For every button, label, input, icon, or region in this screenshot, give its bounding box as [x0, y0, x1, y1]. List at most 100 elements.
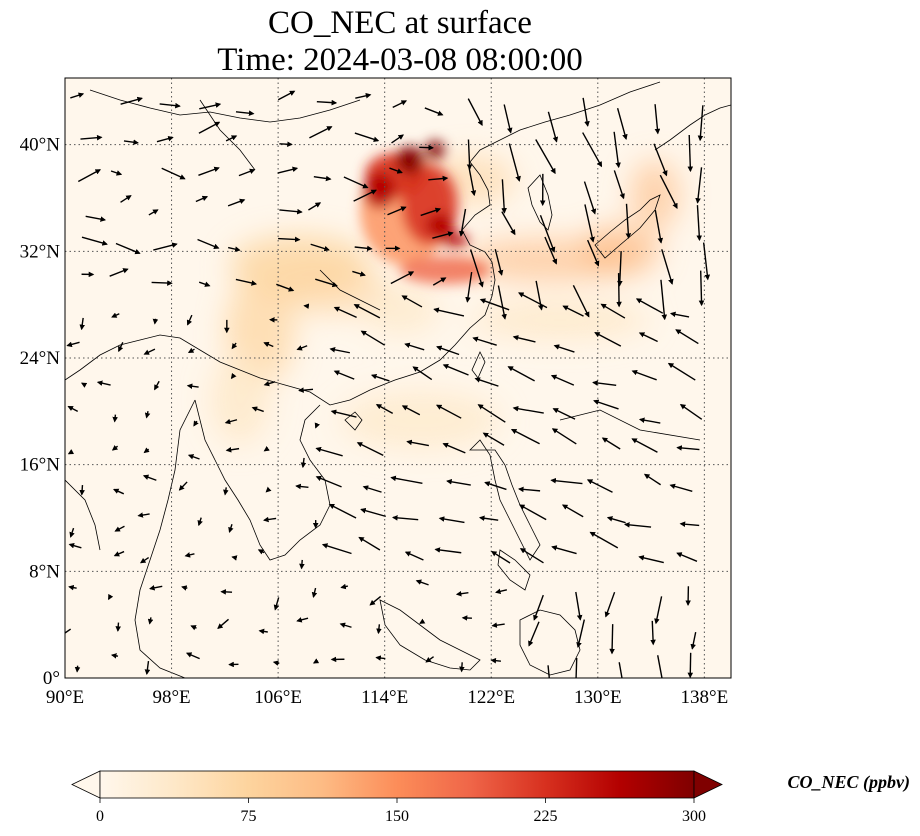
wind-arrow	[181, 585, 188, 591]
latitude-tick-labels: 0° 8°N 16°N 24°N 32°N 40°N	[20, 135, 61, 689]
wind-arrow	[687, 134, 694, 173]
wind-arrow	[401, 295, 423, 308]
wind-arrow	[638, 555, 664, 564]
wind-arrow	[238, 168, 256, 177]
wind-arrow	[362, 485, 382, 493]
wind-arrow	[387, 206, 407, 216]
wind-arrow	[224, 418, 238, 425]
wind-arrow	[654, 210, 664, 244]
wind-arrow	[613, 170, 625, 200]
wind-arrow	[618, 662, 623, 678]
wind-arrow	[276, 283, 295, 292]
wind-arrow	[675, 329, 699, 345]
wind-arrow	[296, 345, 308, 351]
wind-vectors	[65, 90, 711, 678]
wind-arrow	[420, 207, 442, 217]
wind-arrow	[442, 364, 469, 376]
wind-arrow	[434, 547, 462, 554]
colorbar-label: CO_NEC (ppbv)	[788, 772, 911, 793]
wind-arrow	[669, 483, 693, 493]
wind-arrow	[404, 342, 425, 351]
wind-arrow	[149, 585, 163, 591]
wind-arrow	[353, 304, 381, 319]
wind-arrow	[139, 557, 150, 564]
wind-arrow	[142, 474, 157, 481]
colorbar: 0 75 150 225 300 CO_NEC (ppbv)	[71, 770, 911, 825]
wind-arrow	[69, 527, 75, 538]
wind-arrow	[79, 484, 85, 496]
wind-arrow	[311, 587, 318, 598]
wind-arrow	[355, 93, 372, 99]
wind-arrow	[604, 591, 616, 618]
wind-arrow	[690, 631, 697, 650]
lon-tick-label: 122°E	[467, 687, 515, 708]
wind-arrow	[494, 249, 504, 276]
wind-arrow	[315, 475, 342, 488]
wind-arrow	[223, 487, 229, 496]
wind-arrow	[676, 552, 698, 562]
wind-arrow	[472, 336, 497, 346]
wind-arrow	[225, 135, 238, 142]
wind-arrow	[583, 181, 597, 215]
wind-arrow	[235, 110, 255, 116]
wind-arrow	[358, 536, 381, 551]
wind-arrow	[333, 370, 355, 380]
wind-arrow	[144, 660, 151, 676]
map-frame	[64, 77, 732, 679]
wind-arrow	[67, 449, 75, 455]
wind-arrow	[96, 380, 111, 386]
wind-arrow	[477, 404, 506, 423]
wind-arrow	[586, 479, 613, 493]
wind-arrow	[143, 348, 156, 355]
wind-arrow	[553, 344, 575, 353]
wind-arrow	[490, 657, 501, 664]
wind-arrow	[562, 305, 584, 317]
wind-arrow	[552, 408, 576, 420]
lon-tick-label: 106°E	[254, 687, 302, 708]
wind-arrow	[227, 246, 241, 252]
wind-arrow	[465, 271, 473, 303]
wind-arrow	[623, 522, 652, 528]
wind-arrow	[190, 625, 197, 631]
wind-arrow	[561, 504, 584, 518]
wind-arrow	[151, 280, 173, 286]
wind-arrow	[606, 516, 626, 524]
wind-arrow	[197, 238, 220, 249]
wind-arrow	[592, 380, 617, 387]
wind-arrow	[77, 169, 102, 183]
colorbar-extend-max	[693, 770, 723, 799]
map-panel[interactable]	[59, 78, 731, 692]
wind-arrow	[329, 347, 350, 354]
wind-arrow	[340, 583, 349, 590]
wind-arrow	[491, 622, 505, 628]
wind-arrow	[308, 202, 322, 211]
wind-arrow	[436, 345, 460, 356]
wind-arrow	[263, 516, 277, 523]
wind-arrow	[412, 366, 433, 381]
wind-arrow	[484, 481, 507, 491]
wind-arrow	[265, 486, 272, 493]
wind-arrow	[584, 204, 595, 243]
graticule	[65, 78, 731, 678]
wind-arrow	[428, 175, 449, 182]
wind-arrow	[74, 665, 81, 673]
wind-arrow	[81, 236, 108, 246]
wind-arrow	[503, 104, 513, 134]
wind-arrow	[313, 175, 332, 182]
wind-arrow	[635, 298, 664, 314]
wind-arrow	[593, 399, 619, 410]
wind-arrow	[70, 92, 85, 99]
wind-arrow	[339, 622, 352, 628]
wind-arrow	[197, 517, 203, 527]
wind-arrow	[497, 285, 507, 320]
wind-arrow	[356, 442, 384, 457]
wind-arrow	[360, 330, 386, 346]
colorbar-tick-label: 300	[682, 808, 706, 825]
wind-arrow	[375, 404, 394, 414]
wind-arrow	[478, 515, 499, 522]
wind-arrow	[551, 428, 577, 445]
wind-arrow	[519, 504, 547, 521]
wind-arrow	[446, 479, 471, 486]
wind-arrow	[258, 628, 268, 635]
wind-arrow	[111, 445, 119, 451]
